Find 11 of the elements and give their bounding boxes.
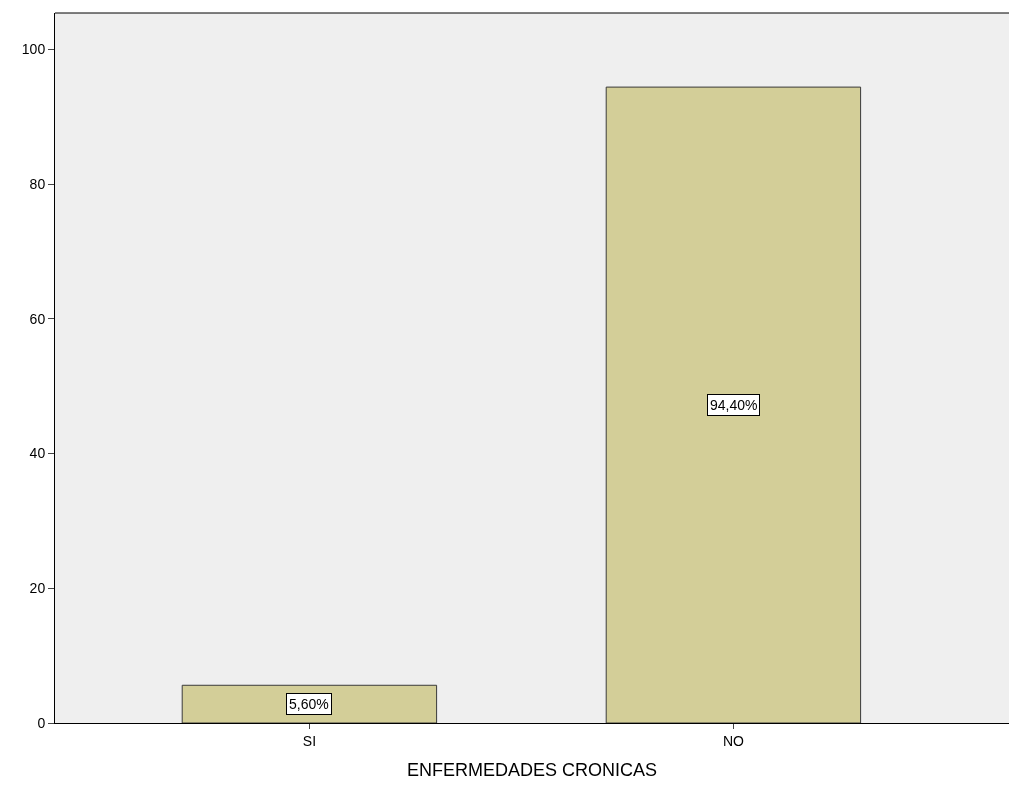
data-label: 5,60% [289,696,329,712]
x-tick-label: SI [302,732,317,749]
data-label: 94,40% [710,397,758,413]
x-axis-title: ENFERMEDADES CRONICAS [406,759,658,780]
x-tick-label: NO [722,732,745,749]
y-tick-label: 60 [29,310,46,327]
y-tick-label: 80 [29,176,46,192]
y-tick-label: 40 [29,445,46,462]
y-tick-label: 20 [29,580,46,597]
y-tick-label: 0 [37,714,46,731]
y-tick-label: 100 [21,41,46,58]
